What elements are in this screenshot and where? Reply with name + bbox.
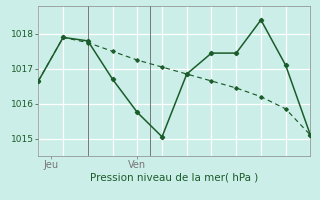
X-axis label: Pression niveau de la mer( hPa ): Pression niveau de la mer( hPa )	[90, 173, 259, 183]
